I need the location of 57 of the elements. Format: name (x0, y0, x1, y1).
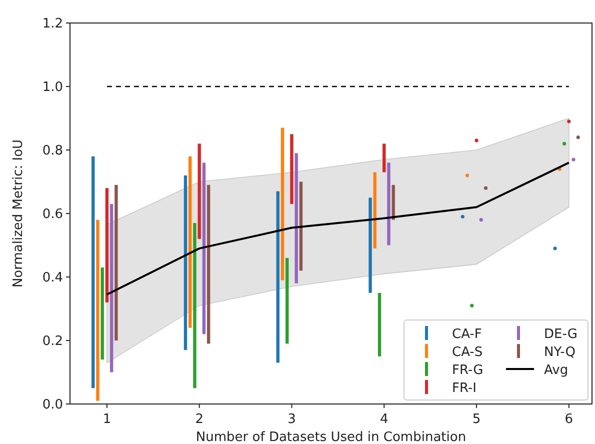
bar (373, 172, 376, 248)
bar (368, 198, 372, 293)
point (567, 120, 571, 124)
bar (378, 292, 382, 356)
point (572, 158, 576, 162)
x-tick-label: 2 (195, 412, 204, 427)
bar (294, 153, 298, 284)
y-tick-label: 1.0 (42, 80, 63, 95)
y-tick-label: 0.6 (42, 207, 63, 222)
bar (280, 128, 284, 280)
legend-label: Avg (544, 363, 568, 378)
bar (184, 175, 188, 350)
bar (299, 182, 303, 271)
bar (198, 144, 201, 239)
y-tick-label: 0.2 (42, 334, 63, 349)
point (474, 138, 478, 142)
point (553, 246, 557, 250)
point (562, 142, 566, 146)
point (484, 186, 488, 190)
bar (100, 267, 104, 360)
x-tick-label: 5 (472, 412, 481, 427)
y-axis-title: Normalized Metric: IoU (11, 139, 26, 288)
bar (96, 220, 100, 401)
legend-label: NY-Q (544, 345, 576, 360)
bar (382, 144, 386, 172)
bar (290, 134, 294, 204)
y-tick-label: 0.0 (42, 398, 63, 412)
legend-label: CA-F (452, 327, 482, 342)
point (465, 174, 470, 178)
legend-label: FR-G (452, 363, 484, 378)
bar (114, 184, 118, 340)
bar (202, 162, 206, 334)
x-tick-label: 1 (102, 412, 112, 427)
bar (91, 156, 95, 388)
y-tick-label: 1.2 (42, 16, 63, 32)
legend-label: FR-I (452, 381, 477, 396)
bar (193, 223, 196, 388)
x-tick-label: 4 (380, 412, 388, 427)
bar (188, 156, 192, 328)
point (470, 304, 474, 308)
x-tick-label: 6 (564, 412, 574, 427)
bar (387, 162, 390, 246)
y-tick-label: 0.4 (42, 270, 63, 286)
line-series (106, 162, 570, 296)
legend-label: CA-S (452, 345, 483, 360)
bar (206, 184, 210, 344)
point (479, 218, 483, 222)
point (460, 214, 464, 218)
x-axis-title: Number of Datasets Used in Combination (196, 430, 466, 444)
bar (105, 188, 109, 302)
y-tick-label: 0.8 (42, 144, 63, 158)
bar (110, 204, 114, 372)
bar (286, 258, 289, 344)
bar (276, 191, 280, 363)
point (576, 136, 580, 140)
x-tick-label: 3 (288, 412, 296, 427)
legend-label: DE-G (544, 327, 578, 342)
